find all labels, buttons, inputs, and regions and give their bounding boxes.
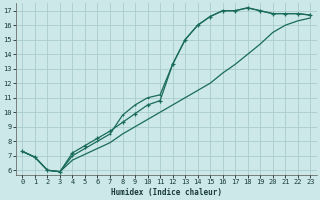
X-axis label: Humidex (Indice chaleur): Humidex (Indice chaleur)	[111, 188, 222, 197]
